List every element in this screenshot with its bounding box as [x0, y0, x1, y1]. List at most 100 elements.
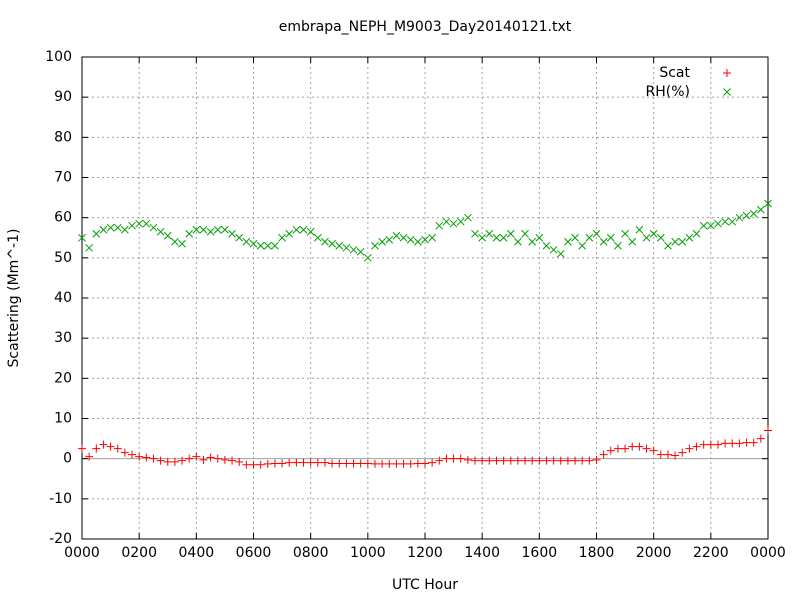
data-point [635, 225, 644, 234]
data-point [228, 456, 237, 465]
data-point [692, 229, 701, 238]
data-point [163, 231, 172, 240]
data-point [642, 444, 651, 453]
data-point [621, 229, 629, 238]
data-point [263, 241, 272, 250]
data-point [106, 442, 115, 451]
data-point [320, 458, 329, 467]
data-point [463, 455, 472, 464]
data-point [178, 456, 187, 465]
data-point [249, 460, 258, 469]
data-point [506, 456, 515, 465]
data-point [256, 241, 265, 250]
data-point [478, 233, 487, 242]
data-point [306, 458, 315, 467]
x-tick-label: 0000 [750, 545, 786, 561]
data-point [663, 450, 672, 459]
y-tick-label: 70 [54, 170, 72, 186]
data-point [528, 456, 537, 465]
data-point [564, 237, 572, 246]
data-point [263, 459, 272, 468]
data-point [306, 227, 315, 236]
data-point [699, 440, 708, 449]
data-point [406, 235, 415, 244]
data-point [628, 237, 637, 246]
data-point [642, 233, 651, 242]
data-point [721, 439, 730, 448]
data-point [706, 221, 715, 230]
data-point [721, 217, 729, 226]
data-point [664, 241, 672, 250]
data-point [549, 245, 558, 254]
data-point [106, 223, 115, 232]
data-point [549, 456, 558, 465]
data-point [399, 233, 408, 242]
data-point [221, 225, 229, 234]
data-point [492, 456, 501, 465]
data-point [449, 219, 458, 228]
data-point [142, 219, 151, 228]
data-point [192, 225, 201, 234]
data-point [678, 448, 687, 457]
data-point [321, 237, 329, 246]
data-point [242, 237, 251, 246]
y-tick-label: 50 [54, 250, 72, 266]
data-point [656, 233, 665, 242]
data-point [556, 249, 565, 258]
data-point [170, 457, 179, 466]
data-point [499, 456, 508, 465]
data-point [492, 233, 501, 242]
data-point [206, 227, 215, 236]
data-point [699, 221, 708, 230]
chart-title: embrapa_NEPH_M9003_Day20140121.txt [279, 19, 572, 35]
data-point [135, 452, 144, 461]
data-point [171, 237, 179, 246]
data-point [313, 233, 322, 242]
data-point [685, 444, 694, 453]
data-point [363, 459, 372, 468]
data-point [378, 459, 387, 468]
data-point [335, 241, 344, 250]
x-tick-label: 0400 [179, 545, 215, 561]
data-point [149, 454, 158, 463]
data-point [113, 444, 122, 453]
data-point [757, 205, 765, 214]
data-point [392, 459, 401, 468]
data-point [178, 239, 186, 248]
data-point [278, 233, 286, 242]
y-tick-label: 60 [54, 210, 72, 226]
data-point [442, 217, 451, 226]
data-point [614, 241, 622, 250]
data-point [428, 233, 436, 242]
data-point [735, 213, 744, 222]
data-point [392, 231, 401, 240]
data-point [414, 237, 422, 246]
data-point [213, 225, 222, 234]
data-point [328, 459, 337, 468]
data-point [349, 245, 358, 254]
data-point [628, 442, 637, 451]
data-point [735, 439, 744, 448]
x-tick-label: 2000 [636, 545, 672, 561]
data-point [363, 253, 372, 262]
x-tick-label: 2200 [693, 545, 729, 561]
data-point [85, 452, 94, 461]
x-tick-label: 0600 [236, 545, 272, 561]
data-point [199, 455, 208, 464]
data-point [228, 229, 236, 238]
data-point [206, 453, 215, 462]
data-point [756, 434, 765, 443]
data-point [606, 446, 615, 455]
data-point [120, 448, 129, 457]
data-point [342, 243, 351, 252]
data-point [99, 440, 108, 449]
data-point [671, 451, 680, 460]
data-point [471, 456, 480, 465]
data-point [399, 459, 408, 468]
data-point [370, 459, 379, 468]
data-point [499, 233, 508, 242]
data-point [513, 456, 522, 465]
data-point [563, 456, 572, 465]
data-point [121, 225, 129, 234]
